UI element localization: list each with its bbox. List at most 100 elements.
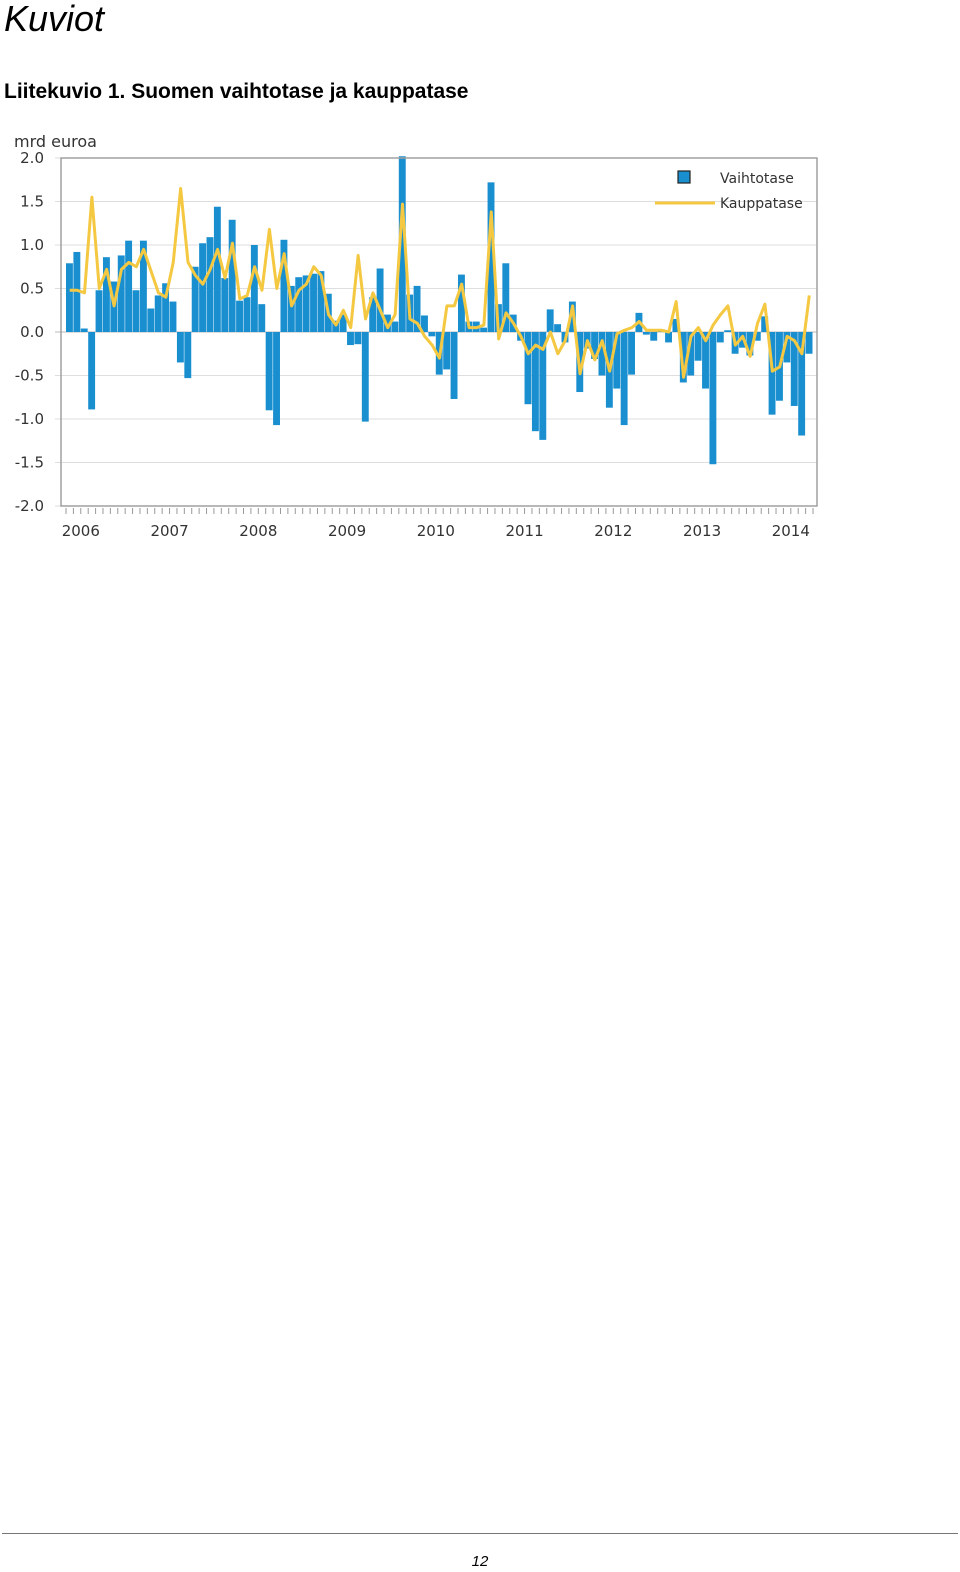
vaihtotase-bar <box>724 330 732 332</box>
legend: Vaihtotase Kauppatase <box>655 170 803 212</box>
vaihtotase-bar <box>88 332 96 410</box>
vaihtotase-bar <box>546 309 554 332</box>
page-number: 12 <box>471 1553 489 1570</box>
vaihtotase-bar <box>672 318 680 332</box>
y-tick-label: 0.5 <box>20 280 44 298</box>
x-tick-label: 2006 <box>62 522 100 540</box>
vaihtotase-bar <box>554 324 562 332</box>
vaihtotase-bar <box>80 328 88 332</box>
vaihtotase-bar <box>480 327 488 332</box>
x-tick-label: 2011 <box>505 522 543 540</box>
x-tick-label: 2013 <box>683 522 721 540</box>
vaihtotase-bar <box>73 251 81 332</box>
vaihtotase-bar <box>250 245 258 332</box>
vaihtotase-bar <box>147 308 155 332</box>
figure-caption: Liitekuvio 1. Suomen vaihtotase ja kaupp… <box>4 80 469 103</box>
vaihtotase-bar <box>191 266 199 332</box>
footer-divider <box>2 1533 958 1534</box>
vaihtotase-bar <box>243 297 251 332</box>
vaihtotase-bar <box>531 332 539 432</box>
vaihtotase-bar <box>679 332 687 383</box>
vaihtotase-bar <box>687 332 695 376</box>
y-tick-label: -1.5 <box>15 454 44 472</box>
vaihtotase-bar <box>199 243 207 332</box>
vaihtotase-bar <box>613 332 621 389</box>
vaihtotase-bar <box>258 304 266 332</box>
y-tick-label: -0.5 <box>15 367 44 385</box>
vaihtotase-bar <box>162 283 170 332</box>
vaihtotase-bar <box>213 206 221 332</box>
vaihtotase-bar <box>265 332 273 411</box>
vaihtotase-bar <box>753 332 761 341</box>
vaihtotase-bar <box>66 263 73 332</box>
y-tick-label: -1.0 <box>15 410 44 428</box>
x-tick-label: 2014 <box>772 522 810 540</box>
vaihtotase-bar <box>369 297 377 332</box>
vaihtotase-bar <box>539 332 547 440</box>
vaihtotase-bar <box>287 285 295 332</box>
vaihtotase-bar <box>206 237 214 332</box>
legend-swatch-vaihtotase <box>677 170 691 184</box>
vaihtotase-bar <box>591 332 599 359</box>
vaihtotase-bar <box>169 301 177 332</box>
vaihtotase-bar <box>398 156 406 332</box>
vaihtotase-bar <box>650 332 658 341</box>
vaihtotase-bar <box>117 255 125 332</box>
vaihtotase-bar <box>391 321 399 332</box>
x-tick-label: 2010 <box>417 522 455 540</box>
x-axis-ticks <box>65 508 814 514</box>
vaihtotase-bar <box>798 332 806 436</box>
x-tick-label: 2009 <box>328 522 366 540</box>
vaihtotase-bar <box>783 332 791 363</box>
vaihtotase-bar <box>790 332 798 406</box>
vaihtotase-bar <box>184 332 192 379</box>
vaihtotase-bar <box>450 332 458 399</box>
vaihtotase-bar <box>125 240 133 332</box>
vaihtotase-bar <box>95 290 103 332</box>
vaihtotase-bar <box>665 332 672 343</box>
vaihtotase-bar <box>694 332 702 361</box>
vaihtotase-bar <box>716 332 724 343</box>
kauppatase-line <box>69 186 811 379</box>
y-tick-label: -2.0 <box>15 497 44 515</box>
vaihtotase-bar <box>228 219 236 332</box>
vaihtotase-bar <box>302 275 310 332</box>
vaihtotase-bar <box>273 332 280 426</box>
page-heading: Kuviot <box>4 0 105 39</box>
vaihtotase-bar <box>236 300 244 332</box>
vaihtotase-bar <box>421 315 428 332</box>
vaihtotase-bar <box>768 332 776 415</box>
x-tick-label: 2007 <box>150 522 188 540</box>
x-tick-label: 2008 <box>239 522 277 540</box>
y-tick-label: 1.5 <box>20 193 44 211</box>
vaihtotase-bar <box>702 332 709 389</box>
vaihtotase-bar <box>361 332 369 422</box>
vaihtotase-bar <box>524 332 532 405</box>
vaihtotase-bar <box>598 332 606 376</box>
vaihtotase-bar <box>487 182 495 332</box>
plot-frame <box>60 157 818 507</box>
legend-label-kauppatase: Kauppatase <box>720 196 803 212</box>
balance-chart: mrd euroa 2.0 1.5 1.0 0.5 0.0 -0.5 -1.0 -1.5 -2.… <box>14 132 818 540</box>
vaihtotase-bar <box>805 332 813 354</box>
vaihtotase-bar <box>317 271 325 332</box>
vaihtotase-bar <box>339 314 347 332</box>
vaihtotase-bar <box>642 332 650 335</box>
vaihtotase-bar <box>354 332 362 345</box>
vaihtotase-bar <box>376 268 384 332</box>
vaihtotase-bar <box>347 332 354 346</box>
vaihtotase-bar <box>628 332 635 375</box>
vaihtotase-bar <box>443 332 451 370</box>
vaihtotase-bar <box>709 332 717 465</box>
x-axis-labels: 2006 2007 2008 2009 2010 2011 2012 2013 2014 <box>62 522 810 540</box>
vaihtotase-bar <box>502 263 510 332</box>
vaihtotase-bar <box>620 332 628 426</box>
vaihtotase-bar <box>221 278 229 332</box>
y-tick-label: 2.0 <box>20 149 44 167</box>
unit-label: mrd euroa <box>14 132 97 151</box>
vaihtotase-bar <box>139 240 147 332</box>
vaihtotase-bar <box>132 290 140 332</box>
vaihtotase-bar <box>154 295 162 332</box>
vaihtotase-bar <box>295 277 303 332</box>
y-tick-label: 1.0 <box>20 236 44 254</box>
